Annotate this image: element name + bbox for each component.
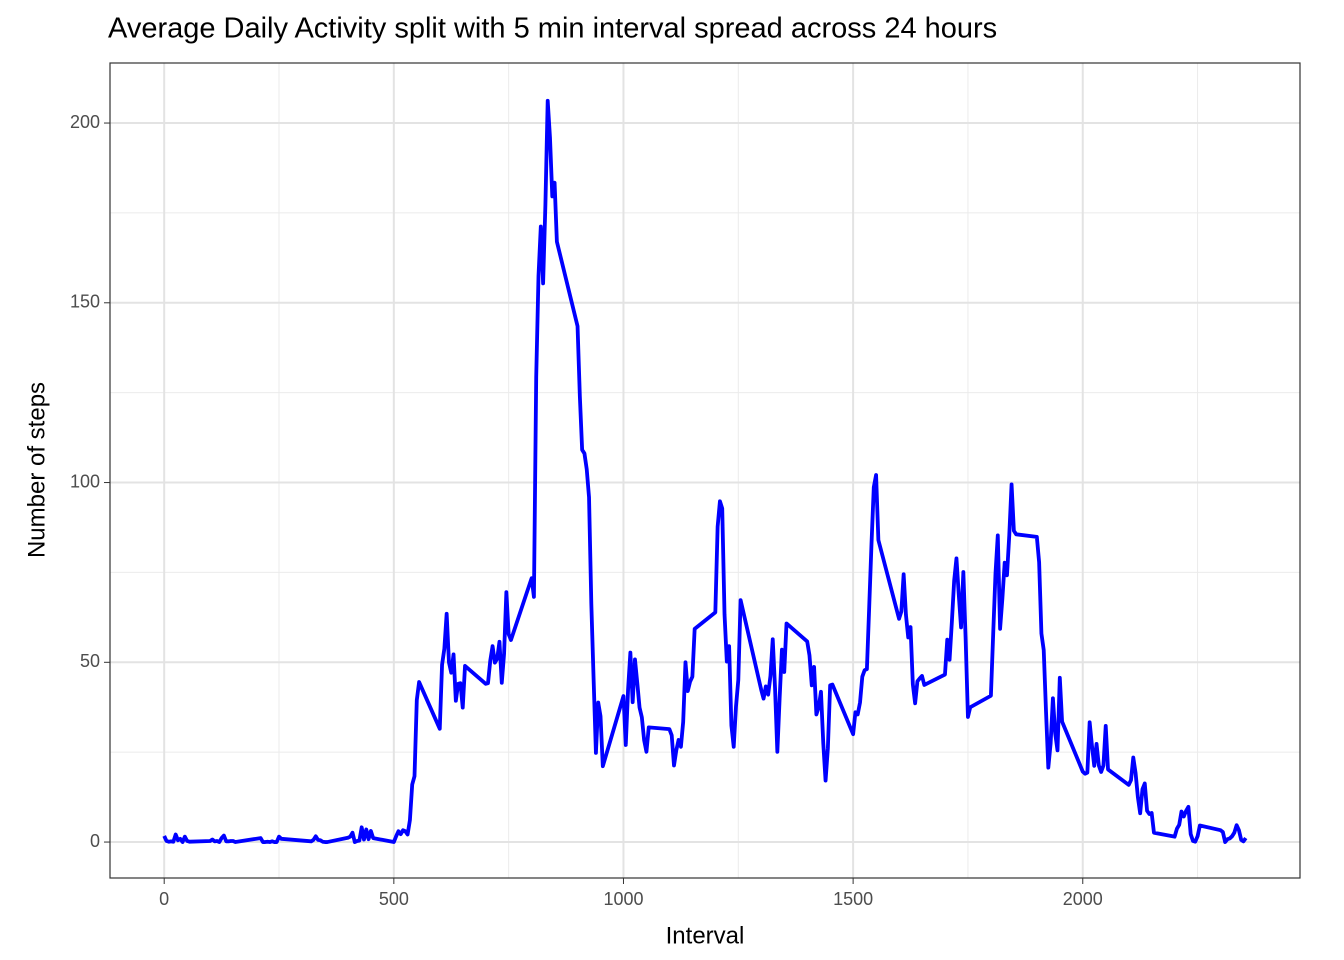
y-tick-label: 150 (70, 292, 100, 312)
x-axis-label: Interval (666, 922, 745, 949)
chart-title: Average Daily Activity split with 5 min … (108, 13, 997, 45)
y-tick-label: 200 (70, 112, 100, 132)
x-tick-label: 0 (159, 889, 169, 909)
x-tick-label: 1000 (603, 889, 643, 909)
x-tick-label: 1500 (833, 889, 873, 909)
y-axis-label: Number of steps (23, 382, 50, 558)
y-tick-label: 100 (70, 471, 100, 491)
x-tick-label: 2000 (1063, 889, 1103, 909)
plot-border (109, 62, 1301, 879)
y-tick-label: 0 (90, 831, 100, 851)
data-line (162, 98, 1248, 844)
y-tick-label: 50 (80, 651, 100, 671)
x-tick-label: 500 (379, 889, 409, 909)
